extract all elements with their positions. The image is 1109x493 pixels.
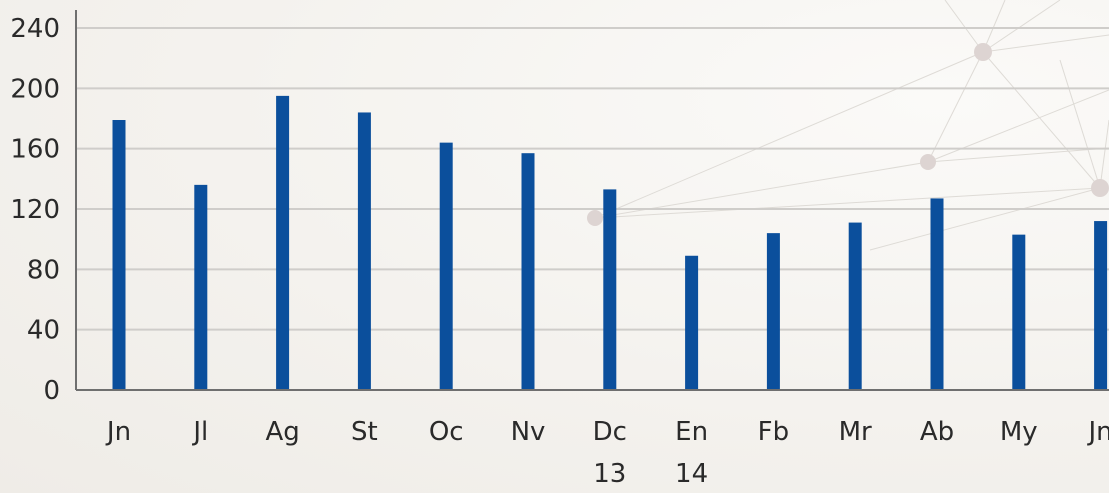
y-axis-ticks: 0 40 80 120 160 200 240 bbox=[10, 14, 60, 406]
bar bbox=[276, 95, 290, 390]
x-tick-label: Mr bbox=[839, 417, 872, 447]
y-tick-label: 40 bbox=[27, 316, 60, 346]
network-node-decoration bbox=[1091, 179, 1109, 197]
y-tick-label: 80 bbox=[27, 255, 60, 285]
x-tick-label: Jn bbox=[105, 417, 131, 447]
x-tick-label: Fb bbox=[758, 417, 789, 447]
x-tick-label: Oc bbox=[429, 417, 464, 447]
bar bbox=[766, 233, 780, 390]
x-tick-label: Nv bbox=[511, 417, 546, 447]
y-tick-label: 240 bbox=[10, 14, 60, 44]
x-tick-sublabel: 13 bbox=[593, 459, 626, 489]
x-axis-ticks: Jn Jl Ag St Oc Nv Dc 13 En 14 Fb Mr Ab My Jn bbox=[105, 417, 1109, 489]
bar bbox=[1094, 221, 1108, 390]
network-node-decoration bbox=[974, 43, 992, 61]
bars bbox=[112, 95, 1108, 390]
x-tick-label: Jl bbox=[191, 417, 208, 447]
bar bbox=[357, 112, 371, 390]
bar bbox=[521, 153, 535, 390]
x-tick-label: En bbox=[675, 417, 708, 447]
bar bbox=[603, 189, 617, 390]
x-tick-label: Ag bbox=[265, 417, 299, 447]
bar bbox=[1012, 234, 1026, 390]
bar bbox=[439, 142, 453, 390]
x-tick-label: St bbox=[351, 417, 378, 447]
bar bbox=[112, 120, 126, 390]
x-tick-label: Jn bbox=[1087, 417, 1109, 447]
x-tick-label: Ab bbox=[920, 417, 954, 447]
bar bbox=[848, 222, 862, 390]
bar bbox=[685, 255, 699, 390]
y-tick-label: 160 bbox=[10, 135, 60, 165]
x-tick-sublabel: 14 bbox=[675, 459, 708, 489]
y-tick-label: 0 bbox=[43, 376, 60, 406]
x-tick-label: My bbox=[1000, 417, 1038, 447]
y-tick-label: 200 bbox=[10, 74, 60, 104]
background-decoration bbox=[587, 0, 1109, 251]
y-tick-label: 120 bbox=[10, 195, 60, 225]
bar bbox=[194, 184, 208, 390]
gridlines bbox=[76, 27, 1109, 331]
network-node-decoration bbox=[587, 210, 603, 226]
network-node-decoration bbox=[920, 154, 936, 170]
bar bbox=[930, 198, 944, 390]
x-tick-label: Dc bbox=[593, 417, 627, 447]
